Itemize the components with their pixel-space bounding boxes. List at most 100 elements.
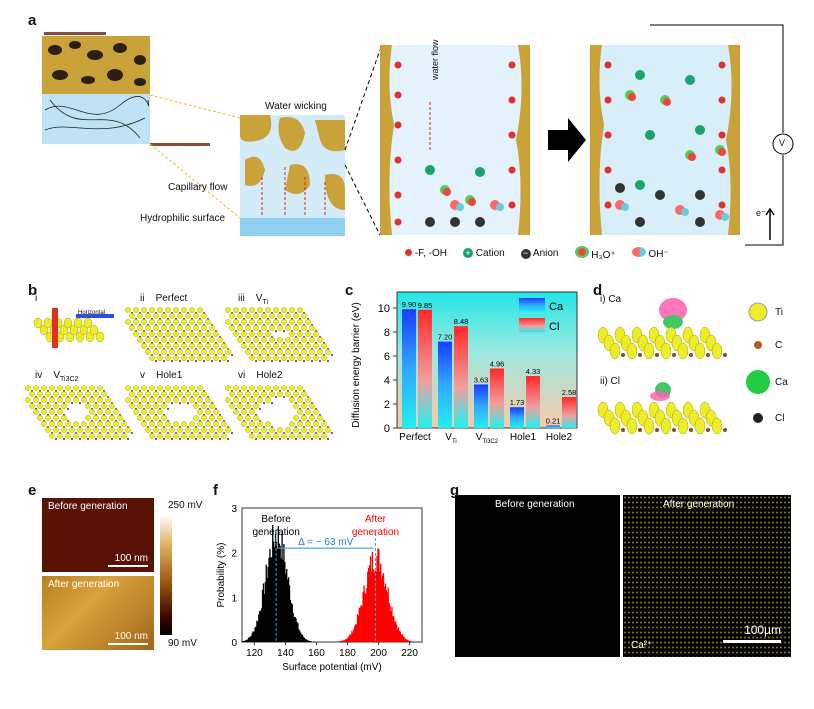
ti-atom <box>245 415 251 421</box>
ti-atom <box>233 307 239 313</box>
d-cl-label: ii) Cl <box>600 376 620 387</box>
y-tick-label: 10 <box>378 303 390 315</box>
slab-atom <box>83 317 93 329</box>
histogram-bar <box>411 641 414 642</box>
histogram-bar <box>261 589 264 642</box>
ti-atom <box>325 427 331 433</box>
delta-annotation: Δ = ~ 63 mV <box>298 537 353 548</box>
histogram-bar <box>259 611 261 642</box>
ti-atom <box>153 325 159 331</box>
ti-atom <box>321 421 327 427</box>
red-dot-icon <box>405 249 412 256</box>
ti-atom <box>317 415 323 421</box>
ti-atom <box>249 331 255 337</box>
legend-ca: Ca <box>775 377 788 388</box>
ti-atom <box>165 433 171 439</box>
ca-atom-icon <box>746 370 770 394</box>
c-atom <box>194 359 198 363</box>
ti-atom <box>209 337 215 343</box>
c-atom <box>318 359 322 363</box>
ti-atom <box>69 391 75 397</box>
ti-atom <box>261 313 267 319</box>
ti-atom <box>289 385 295 391</box>
ti-atom <box>105 433 111 439</box>
ti-atom <box>137 403 143 409</box>
ti-atom <box>321 433 327 439</box>
histogram-bar <box>267 566 269 642</box>
ti-atom <box>185 337 191 343</box>
ti-atom <box>265 385 271 391</box>
ti-atom <box>660 342 672 360</box>
ti-atom <box>165 421 171 427</box>
ti-atom <box>181 307 187 313</box>
ti-atom <box>53 427 59 433</box>
c-atom <box>330 353 334 357</box>
g-scale-bar <box>723 640 781 643</box>
ti-atom <box>141 409 147 415</box>
hydrophilic-surface-label: Hydrophilic surface <box>140 213 226 224</box>
ti-atom <box>237 391 243 397</box>
ti-atom <box>145 313 151 319</box>
porous-layer <box>42 36 150 94</box>
ti-atom <box>313 433 319 439</box>
ti-atom <box>213 343 219 349</box>
ti-atom <box>225 397 231 403</box>
capillary-flow-label: Capillary flow <box>168 182 228 193</box>
ti-atom <box>201 337 207 343</box>
ti-atom <box>257 319 263 325</box>
histogram-bar <box>300 632 302 642</box>
ti-atom <box>149 397 155 403</box>
ti-atom <box>61 403 67 409</box>
after-label: After generation <box>48 579 120 590</box>
ti-atom <box>217 427 223 433</box>
ti-atom <box>285 349 291 355</box>
histogram-bar <box>289 599 292 642</box>
ti-atom <box>193 325 199 331</box>
surface-group <box>604 96 612 104</box>
ti-atom <box>301 427 307 433</box>
kpfm-after-image: After generation 100 nm <box>42 576 154 650</box>
anion <box>615 183 625 193</box>
ti-atom <box>197 421 203 427</box>
ti-atom <box>229 403 235 409</box>
ti-atom <box>277 325 283 331</box>
ti-atom <box>249 397 255 403</box>
ti-atom <box>305 397 311 403</box>
ti-atom <box>297 355 303 361</box>
ti-atom <box>297 307 303 313</box>
ti-atom <box>197 409 203 415</box>
ti-atom <box>157 421 163 427</box>
c-atom <box>294 359 298 363</box>
y-tick-label: 0 <box>384 423 390 435</box>
histogram-bar <box>339 641 341 642</box>
c-atom <box>302 437 306 441</box>
histogram-bar <box>305 639 307 642</box>
cation <box>635 70 645 80</box>
histogram-bar <box>300 634 303 642</box>
histogram-bar <box>301 634 304 642</box>
ti-atom <box>694 417 706 435</box>
x-tick-label: 180 <box>339 648 356 659</box>
histogram-bar <box>344 639 347 642</box>
ti-atom <box>97 397 103 403</box>
histogram-bar <box>262 583 265 642</box>
ti-atom <box>97 409 103 415</box>
histogram-bar <box>268 557 270 642</box>
ti-atom <box>65 433 71 439</box>
histogram-bar <box>405 638 407 642</box>
ti-atom <box>609 417 621 435</box>
ti-atom <box>213 331 219 337</box>
histogram-bar <box>363 585 365 642</box>
histogram-bar <box>291 604 293 642</box>
histogram-bar <box>341 640 344 642</box>
histogram-bar <box>407 639 409 642</box>
c-atom <box>262 359 266 363</box>
ti-atom <box>225 427 231 433</box>
ti-atom <box>165 319 171 325</box>
ti-atom <box>626 417 638 435</box>
histogram-bar <box>303 637 306 642</box>
ti-atom <box>249 319 255 325</box>
legend-cl: Cl <box>775 413 785 424</box>
ti-atom <box>65 385 71 391</box>
ti-atom <box>213 433 219 439</box>
